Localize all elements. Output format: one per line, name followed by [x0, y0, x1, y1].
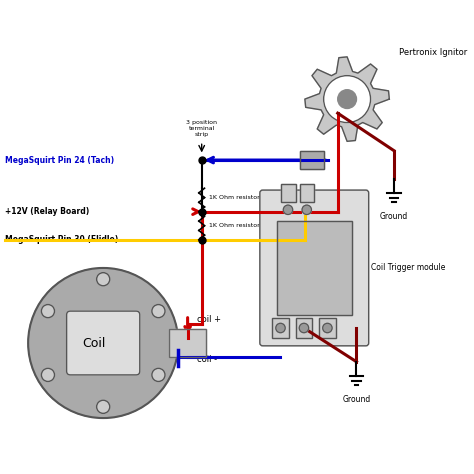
- Text: Ground: Ground: [342, 394, 371, 403]
- Bar: [282, 183, 295, 202]
- Circle shape: [152, 304, 165, 318]
- FancyBboxPatch shape: [260, 190, 369, 346]
- Text: Coil: Coil: [82, 337, 106, 349]
- Bar: [295, 318, 312, 338]
- Text: coil +: coil +: [197, 315, 221, 324]
- Bar: [169, 329, 206, 357]
- Text: MegaSquirt Pin 24 (Tach): MegaSquirt Pin 24 (Tach): [5, 155, 114, 164]
- Circle shape: [41, 304, 55, 318]
- Bar: [277, 221, 352, 315]
- Bar: [300, 151, 324, 170]
- Bar: [169, 329, 206, 357]
- Circle shape: [323, 323, 332, 333]
- Text: 1K Ohm resistor: 1K Ohm resistor: [209, 195, 260, 200]
- Circle shape: [337, 90, 356, 109]
- Circle shape: [283, 205, 292, 215]
- Bar: [277, 221, 352, 315]
- Polygon shape: [305, 57, 389, 141]
- Circle shape: [302, 205, 311, 215]
- Bar: [300, 151, 324, 170]
- Bar: [272, 318, 289, 338]
- Text: MegaSquirt Pin 30 (Flidle): MegaSquirt Pin 30 (Flidle): [5, 235, 118, 244]
- Text: +12V (Relay Board): +12V (Relay Board): [5, 207, 89, 216]
- Circle shape: [152, 368, 165, 382]
- Text: 1K Ohm resistor: 1K Ohm resistor: [209, 223, 260, 228]
- FancyBboxPatch shape: [67, 311, 140, 375]
- Circle shape: [276, 323, 285, 333]
- Circle shape: [97, 400, 110, 413]
- Circle shape: [324, 76, 371, 123]
- Circle shape: [299, 323, 309, 333]
- Bar: [319, 318, 336, 338]
- Circle shape: [97, 273, 110, 286]
- Text: Ground: Ground: [380, 212, 408, 221]
- Bar: [300, 183, 314, 202]
- Text: coil -: coil -: [197, 356, 217, 365]
- Circle shape: [41, 368, 55, 382]
- Bar: [319, 318, 336, 338]
- Bar: [300, 183, 314, 202]
- Text: Coil Trigger module: Coil Trigger module: [371, 264, 445, 273]
- Bar: [282, 183, 295, 202]
- Text: 3 position
terminal
strip: 3 position terminal strip: [186, 120, 217, 137]
- Text: Pertronix Ignitor: Pertronix Ignitor: [399, 47, 467, 56]
- Circle shape: [28, 268, 178, 418]
- Bar: [295, 318, 312, 338]
- Bar: [272, 318, 289, 338]
